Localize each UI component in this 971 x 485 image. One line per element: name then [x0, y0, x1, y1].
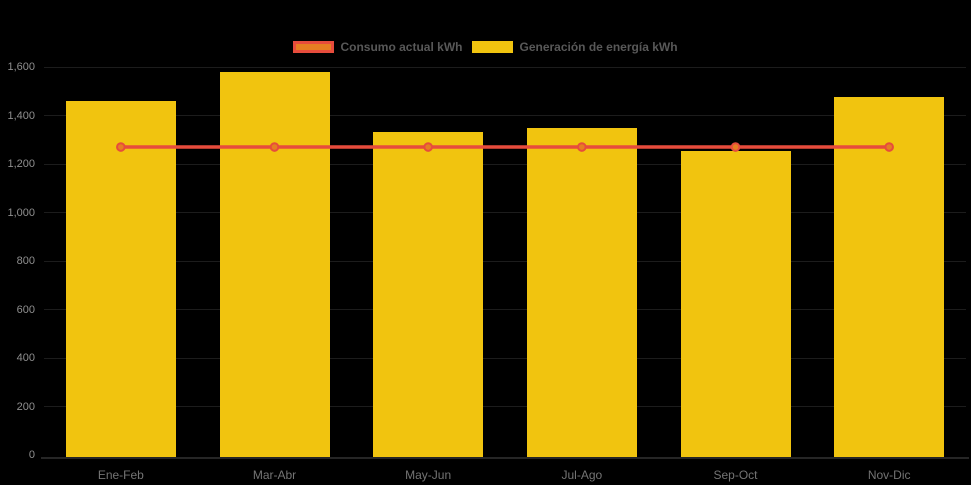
x-axis-label-ene-feb: Ene-Feb	[97, 468, 144, 482]
x-axis-label-may-jun: May-Jun	[405, 468, 452, 482]
bar-nov-dic[interactable]	[834, 97, 945, 457]
x-axis-label-nov-dic: Nov-Dic	[867, 468, 911, 482]
gridline	[44, 406, 966, 407]
y-axis-tick-label: 200	[16, 400, 35, 413]
y-axis-tick-label: 400	[16, 352, 35, 364]
y-axis-tick-label: 0	[28, 449, 35, 461]
gridline	[44, 163, 966, 165]
gridline	[44, 212, 966, 213]
x-axis-label-mar-abr: Mar-Abr	[252, 468, 297, 482]
y-axis-tick-label: 1,000	[7, 206, 35, 219]
x-axis-line	[41, 457, 969, 459]
bar-sep-oct[interactable]	[680, 150, 791, 457]
y-axis-tick-label: 1,600	[7, 61, 35, 73]
line-marker-nov-dic[interactable]	[884, 142, 894, 152]
y-axis-tick-label: 800	[16, 255, 35, 267]
legend-item-consumo-actual-kwh[interactable]: Consumo actual kWh	[293, 40, 462, 54]
legend-label: Generación de energía kWh	[519, 40, 678, 54]
line-marker-may-jun[interactable]	[423, 142, 433, 152]
legend-item-generacion-de-energia-kwh[interactable]: Generación de energía kWh	[472, 40, 678, 54]
y-axis-tick-label: 1,200	[7, 158, 35, 170]
line-marker-mar-abr[interactable]	[269, 142, 280, 152]
chart-legend: Consumo actual kWh Generación de energía …	[0, 40, 971, 54]
line-marker-sep-oct[interactable]	[730, 142, 741, 152]
y-axis-tick-label: 1,400	[7, 109, 35, 122]
legend-label: Consumo actual kWh	[340, 40, 463, 54]
bar-may-jun[interactable]	[373, 132, 484, 457]
x-axis-label-sep-oct: Sep-Oct	[713, 468, 758, 482]
x-axis-label-jul-ago: Jul-Ago	[561, 468, 603, 482]
line-marker-ene-feb[interactable]	[116, 142, 126, 152]
line-marker-jul-ago[interactable]	[577, 142, 587, 152]
gridline	[44, 115, 966, 116]
bar-jul-ago[interactable]	[526, 127, 637, 457]
line-series-swatch	[293, 41, 335, 53]
gridline	[44, 357, 966, 359]
gridline	[44, 66, 966, 68]
gridline	[44, 260, 966, 262]
bar-mar-abr[interactable]	[219, 71, 330, 457]
bar-ene-feb[interactable]	[65, 100, 176, 457]
gridline	[44, 309, 966, 310]
y-axis-tick-label: 600	[16, 303, 35, 316]
bar-series-swatch	[472, 41, 514, 53]
